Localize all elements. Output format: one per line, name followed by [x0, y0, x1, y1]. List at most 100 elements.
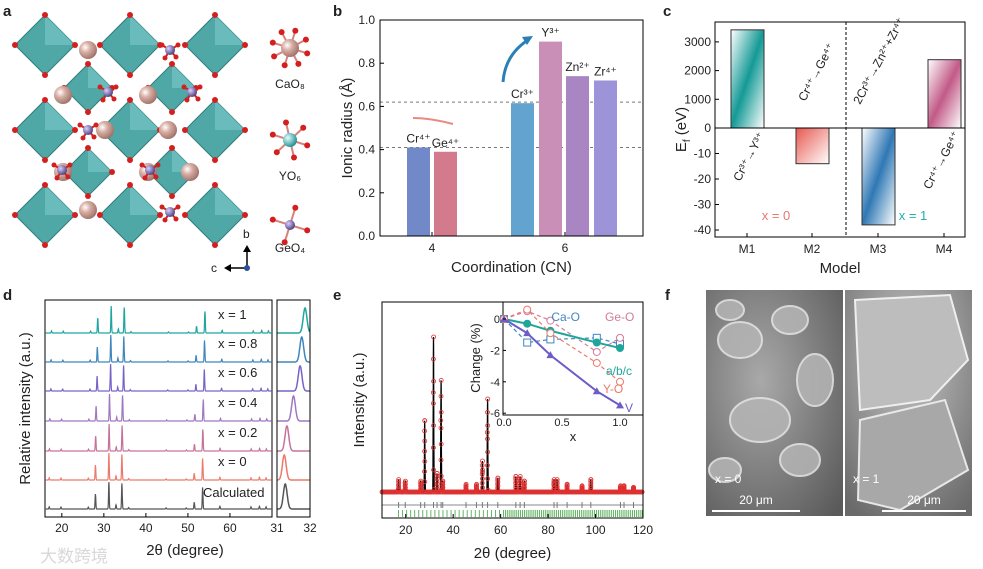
x-tick-label: 60 — [223, 521, 237, 535]
ca-atom — [96, 121, 114, 139]
yo6-octahedron-face — [45, 100, 75, 130]
bar-label: Y³⁺ — [541, 26, 559, 40]
group-label-x1: x = 1 — [899, 208, 928, 223]
observed-point — [422, 428, 428, 434]
inset-y-tick-label: 0 — [494, 314, 500, 326]
oxygen-atom — [157, 212, 163, 218]
observed-point — [479, 489, 485, 495]
y-tick-label: 1000 — [684, 92, 711, 106]
y-tick-label: 2000 — [684, 64, 711, 78]
inset-x-tick-label: 1.0 — [612, 417, 627, 429]
oxygen-atom — [127, 182, 133, 188]
observed-point — [431, 334, 437, 340]
observed-point — [480, 458, 485, 464]
inset-marker — [616, 333, 624, 342]
axis-label-b: b — [243, 227, 250, 241]
observed-point — [396, 489, 401, 495]
series-label: x = 1 — [218, 307, 247, 322]
oxygen-atom — [111, 96, 117, 102]
particle — [715, 299, 745, 321]
y-tick-label: -40 — [694, 223, 712, 237]
inset-y-tick-label: -6 — [490, 408, 500, 420]
oxygen-atom — [159, 42, 165, 48]
observed-point — [431, 423, 437, 429]
watermark: 大数跨境 — [40, 547, 108, 566]
y-tick-label: -10 — [694, 147, 712, 161]
y-tick-label: 0 — [704, 121, 711, 135]
x-axis-label: 2θ (degree) — [146, 542, 224, 559]
observed-point — [463, 481, 469, 487]
oxygen-atom — [85, 61, 91, 67]
panel-label-d: d — [3, 287, 12, 304]
oxygen-atom — [242, 212, 248, 218]
oxygen-atom — [162, 55, 168, 61]
x-tick-label: 80 — [541, 523, 555, 537]
oxygen-atom — [72, 127, 78, 133]
inset-legend-label: V — [625, 401, 633, 415]
particle — [796, 353, 834, 407]
oxygen-atom — [283, 119, 290, 126]
observed-point — [485, 423, 491, 429]
observed-point — [434, 476, 440, 482]
oxygen-atom — [42, 72, 48, 78]
series-label: x = 0.6 — [218, 365, 257, 380]
zoom-frame — [276, 299, 311, 518]
x-axis-label: 2θ (degree) — [474, 545, 552, 562]
inset-marker — [616, 344, 624, 353]
oxygen-atom — [109, 169, 115, 175]
bar-label: Cr³⁺ — [511, 87, 534, 101]
observed-point — [434, 470, 440, 476]
bar-3 — [539, 41, 562, 236]
ca-atom — [181, 163, 199, 181]
oxygen-atom — [153, 174, 159, 180]
observed-point — [485, 489, 490, 495]
ge-atom — [145, 165, 155, 175]
observed-point — [438, 377, 444, 383]
observed-point — [396, 482, 401, 488]
zoom-trace-1 — [277, 453, 310, 481]
oxygen-atom — [42, 12, 48, 18]
observed-point — [554, 482, 560, 488]
panel-label-f: f — [665, 287, 671, 304]
x-tick-label: 20 — [399, 523, 413, 537]
oxygen-atom — [51, 162, 57, 168]
oxygen-atom — [212, 72, 218, 78]
y-axis-label: Ef (eV) — [673, 107, 693, 152]
particle — [729, 397, 791, 443]
sem-label: x = 0 — [715, 472, 742, 486]
legend-label: GeO₄ — [275, 241, 305, 255]
xrd-trace-0 — [45, 481, 272, 510]
observed-point — [434, 486, 440, 492]
inset-marker — [592, 347, 601, 356]
oxygen-atom — [77, 122, 83, 128]
x-tick-label: 4 — [429, 241, 436, 255]
observed-point — [430, 489, 436, 495]
oxygen-atom — [93, 122, 99, 128]
observed-point — [480, 467, 485, 473]
ca-atom — [54, 86, 72, 104]
inset-marker — [523, 329, 532, 337]
x-tick-label: 50 — [181, 521, 195, 535]
observed-point — [485, 449, 491, 455]
oxygen-atom — [65, 174, 71, 180]
oxygen-atom — [127, 72, 133, 78]
yo6-polyhedron-icon — [269, 119, 311, 161]
oxygen-atom — [127, 242, 133, 248]
ge-atom — [187, 87, 197, 97]
oxygen-atom — [42, 97, 48, 103]
inset-x-tick-label: 0.5 — [554, 417, 569, 429]
series-label: x = 0.8 — [218, 336, 257, 351]
oxygen-atom — [281, 62, 288, 69]
bar-M3 — [861, 127, 896, 226]
oxygen-atom — [269, 39, 276, 46]
series-label: x = 0.4 — [218, 395, 257, 410]
bar-label: Zr⁴⁺ — [594, 64, 617, 78]
zoom-x-tick-label: 32 — [303, 521, 317, 535]
observed-point — [396, 480, 402, 486]
oxygen-atom — [12, 212, 18, 218]
x-tick-label: 60 — [494, 523, 508, 537]
series-label: x = 0 — [218, 454, 247, 469]
observed-point — [434, 481, 440, 487]
observed-point — [396, 477, 402, 483]
y-tick-label: 0.6 — [358, 99, 375, 113]
